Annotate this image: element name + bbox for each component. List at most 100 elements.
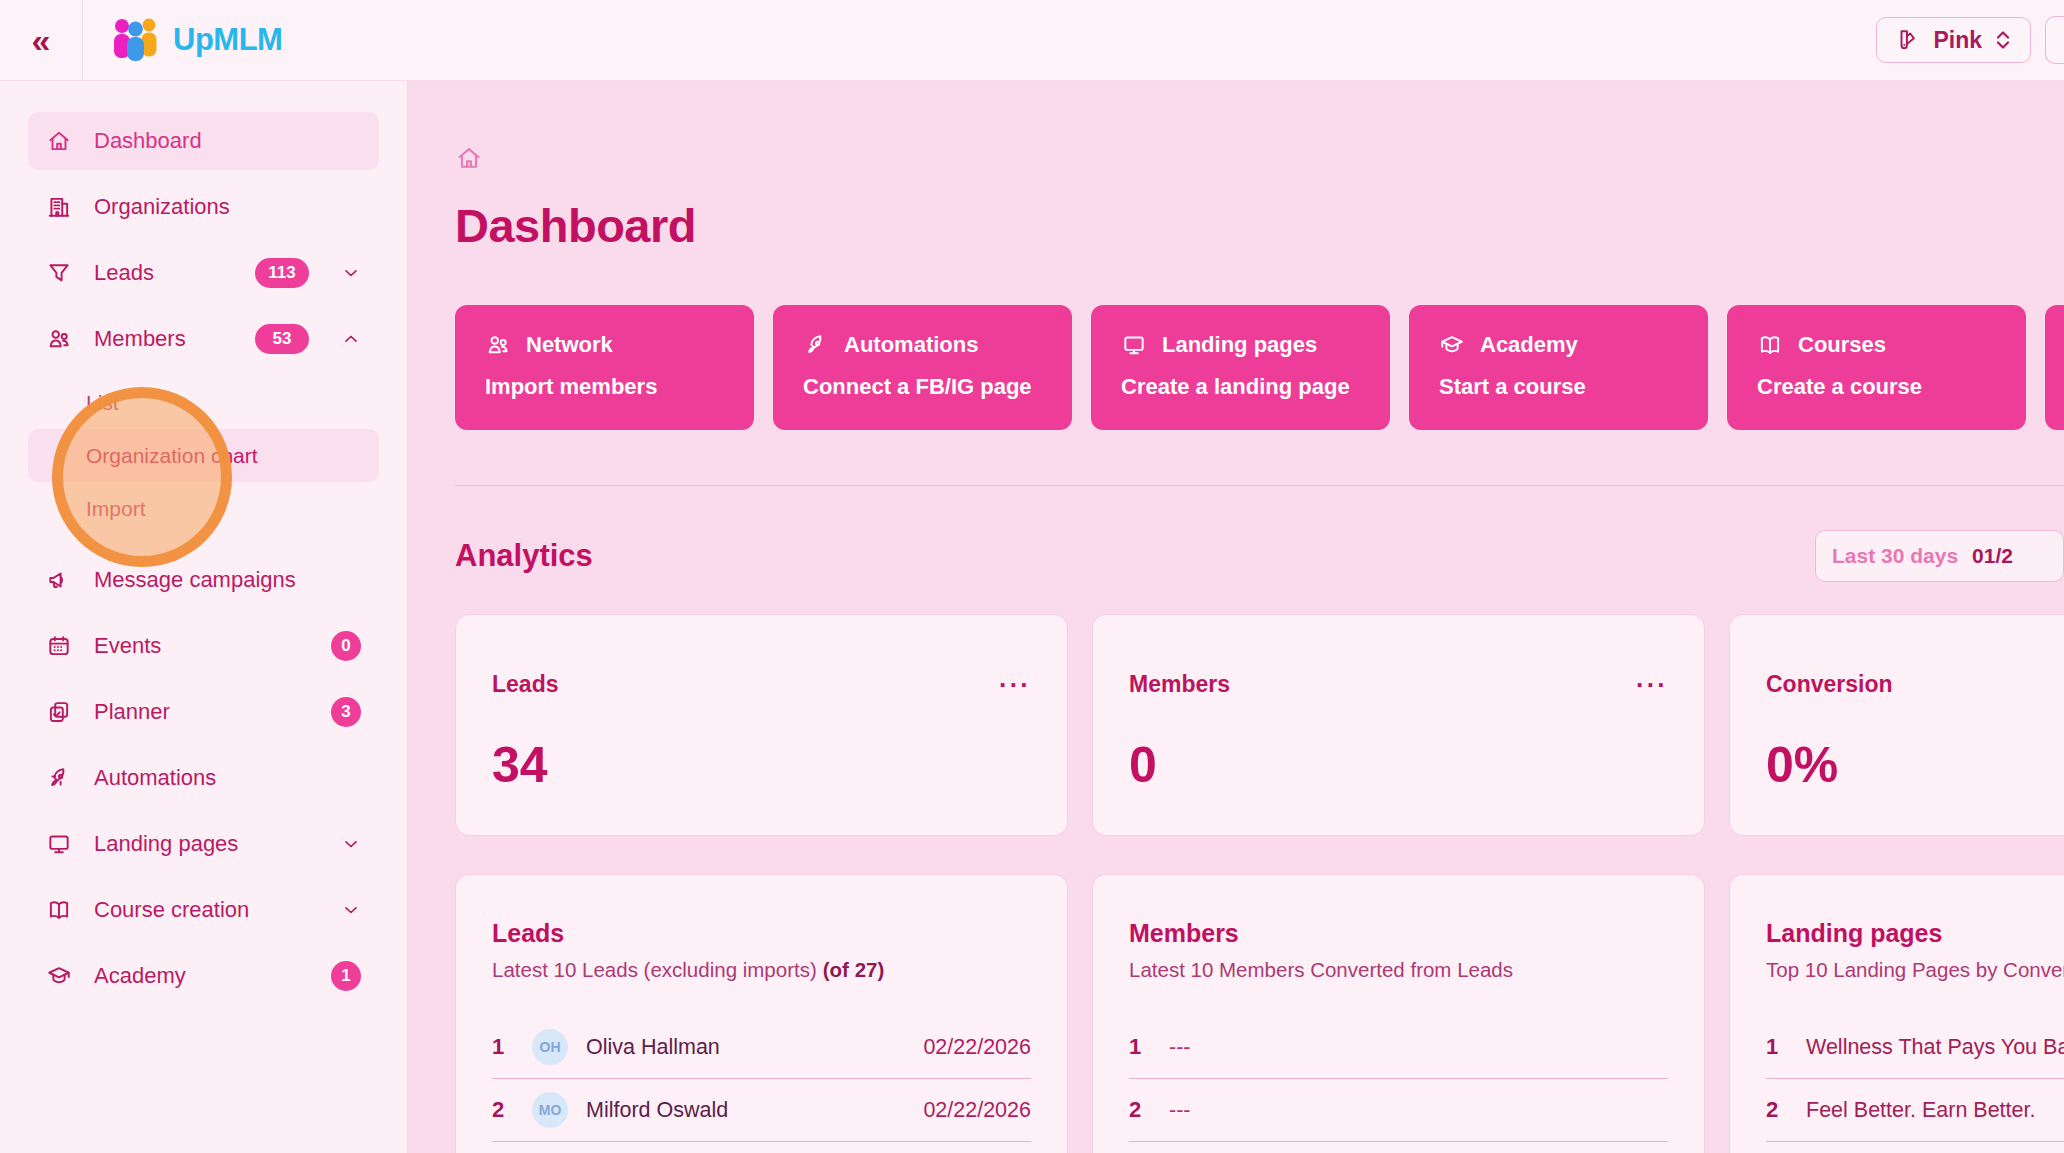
home-icon	[46, 128, 72, 154]
quick-action-landing-pages[interactable]: Landing pages Create a landing page	[1091, 305, 1390, 430]
sidebar-item-message-campaigns[interactable]: Message campaigns	[28, 551, 379, 609]
sidebar-item-label: Dashboard	[94, 128, 202, 154]
app-logo[interactable]: UpMLM	[109, 16, 282, 64]
sidebar-item-label: Course creation	[94, 897, 249, 923]
list-title: Landing pages	[1766, 919, 2064, 948]
stat-card-leads: Leads ··· 34	[455, 614, 1068, 836]
stats-row: Leads ··· 34 Members ··· 0 Conversion 0%	[455, 614, 2064, 836]
chevron-down-icon[interactable]	[341, 900, 361, 920]
events-count-badge: 0	[331, 631, 361, 661]
lead-name[interactable]: Oliva Hallman	[586, 1035, 720, 1060]
graduation-cap-icon	[46, 963, 72, 989]
row-number: 1	[1129, 1034, 1151, 1060]
landing-page-row: 2 Feel Better. Earn Better.	[1766, 1079, 2064, 1142]
stat-value: 0	[1129, 736, 1668, 794]
chevron-updown-icon	[1994, 29, 2012, 51]
quick-action-title: Automations	[844, 332, 978, 358]
academy-count-badge: 1	[331, 961, 361, 991]
planner-count-badge: 3	[331, 697, 361, 727]
lead-name[interactable]: Milford Oswald	[586, 1098, 728, 1123]
quick-action-subtitle: Import members	[485, 374, 724, 400]
section-divider	[455, 485, 2064, 486]
chevron-up-icon[interactable]	[341, 329, 361, 349]
breadcrumb[interactable]	[455, 144, 2064, 172]
theme-label: Pink	[1933, 27, 1982, 54]
sidebar-item-planner[interactable]: Planner 3	[28, 683, 379, 741]
sidebar-item-members[interactable]: Members 53	[28, 310, 379, 368]
list-title: Members	[1129, 919, 1668, 948]
landing-page-name[interactable]: Feel Better. Earn Better.	[1806, 1098, 2035, 1123]
theme-selector-button[interactable]: Pink	[1876, 17, 2031, 63]
leads-list-card: Leads Latest 10 Leads (excluding imports…	[455, 874, 1068, 1153]
monitor-icon	[1121, 332, 1147, 358]
sidebar: Dashboard Organizations Leads 113	[0, 80, 408, 1153]
book-icon	[1757, 332, 1783, 358]
chevron-down-icon[interactable]	[341, 834, 361, 854]
book-open-icon	[46, 897, 72, 923]
quick-action-title: Academy	[1480, 332, 1578, 358]
list-subtitle: Top 10 Landing Pages by Convers	[1766, 958, 2064, 982]
sidebar-item-label: Message campaigns	[94, 567, 296, 593]
quick-action-subtitle: Create a course	[1757, 374, 1996, 400]
quick-action-subtitle: Create a landing page	[1121, 374, 1360, 400]
list-subtitle-text: Latest 10 Leads (excluding imports)	[492, 958, 817, 981]
sidebar-item-automations[interactable]: Automations	[28, 749, 379, 807]
rocket-icon	[46, 765, 72, 791]
quick-action-subtitle: Connect a FB/IG page	[803, 374, 1042, 400]
secondary-button-partial[interactable]	[2045, 16, 2064, 64]
submenu-item-label: List	[86, 391, 119, 415]
submenu-item-organization-chart[interactable]: Organization chart	[28, 429, 379, 482]
quick-action-academy[interactable]: Academy Start a course	[1409, 305, 1708, 430]
sidebar-item-label: Landing pages	[94, 831, 238, 857]
stat-card-conversion: Conversion 0%	[1729, 614, 2064, 836]
sidebar-collapse-button[interactable]: «	[0, 0, 83, 80]
app-name: UpMLM	[173, 22, 282, 58]
date-range-filter[interactable]: Last 30 days 01/2	[1815, 530, 2064, 582]
quick-action-network[interactable]: Network Import members	[455, 305, 754, 430]
date-range-value: 01/2	[1972, 544, 2013, 568]
quick-action-subtitle: Start a course	[1439, 374, 1678, 400]
list-subtitle: Latest 10 Members Converted from Leads	[1129, 958, 1668, 982]
chevron-down-icon[interactable]	[341, 263, 361, 283]
sidebar-item-dashboard[interactable]: Dashboard	[28, 112, 379, 170]
row-number: 2	[1766, 1097, 1788, 1123]
quick-action-automations[interactable]: Automations Connect a FB/IG page	[773, 305, 1072, 430]
sidebar-item-academy[interactable]: Academy 1	[28, 947, 379, 1005]
breadcrumb-home-icon[interactable]	[455, 144, 2064, 172]
submenu-item-list[interactable]: List	[28, 376, 379, 429]
page-title: Dashboard	[455, 198, 2064, 253]
sidebar-item-label: Events	[94, 633, 161, 659]
graduation-cap-icon	[1439, 332, 1465, 358]
leads-count-badge: 113	[255, 258, 309, 288]
quick-actions-row: Network Import members Automations Conne…	[455, 305, 2064, 430]
sidebar-item-leads[interactable]: Leads 113	[28, 244, 379, 302]
avatar: MO	[532, 1092, 568, 1128]
submenu-item-label: Organization chart	[86, 444, 258, 468]
quick-action-title: Courses	[1798, 332, 1886, 358]
sidebar-item-events[interactable]: Events 0	[28, 617, 379, 675]
quick-action-partial[interactable]: C	[2045, 305, 2064, 430]
members-count-badge: 53	[255, 324, 309, 354]
member-row: 1 ---	[1129, 1016, 1668, 1079]
top-bar: « UpMLM Pink	[0, 0, 2064, 81]
logo-people-icon	[109, 16, 161, 64]
row-number: 1	[492, 1034, 514, 1060]
submenu-item-import[interactable]: Import	[28, 482, 379, 535]
more-options-icon[interactable]: ···	[1636, 680, 1668, 690]
row-number: 2	[1129, 1097, 1151, 1123]
more-options-icon[interactable]: ···	[999, 680, 1031, 690]
sidebar-item-label: Leads	[94, 260, 154, 286]
landing-page-name[interactable]: Wellness That Pays You Back	[1806, 1035, 2064, 1060]
stat-value: 0%	[1766, 736, 2064, 794]
quick-action-courses[interactable]: Courses Create a course	[1727, 305, 2026, 430]
calendar-icon	[46, 633, 72, 659]
list-subtitle-text: Latest 10 Members Converted from Leads	[1129, 958, 1513, 981]
collapse-icon: «	[32, 21, 51, 60]
sidebar-item-landing-pages[interactable]: Landing pages	[28, 815, 379, 873]
sidebar-item-organizations[interactable]: Organizations	[28, 178, 379, 236]
sidebar-item-course-creation[interactable]: Course creation	[28, 881, 379, 939]
main-content: Dashboard Network Import members	[408, 80, 2064, 1153]
row-number: 2	[492, 1097, 514, 1123]
lead-date: 02/22/2026	[923, 1098, 1031, 1123]
lead-date: 02/22/2026	[923, 1035, 1031, 1060]
